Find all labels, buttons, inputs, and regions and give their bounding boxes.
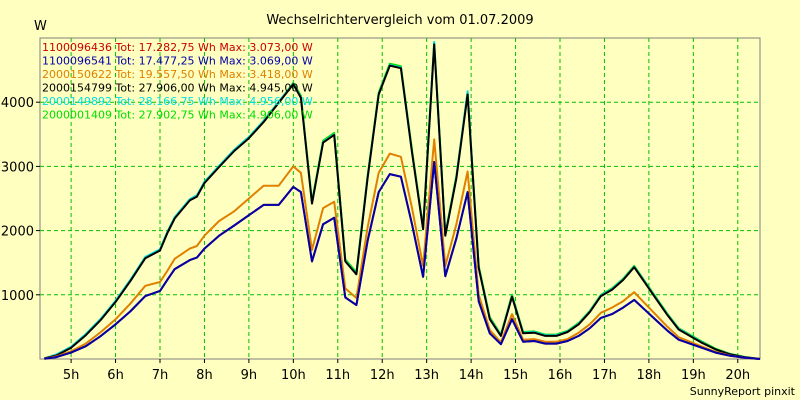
grid-lines [40, 38, 760, 359]
x-tick-label: 19h [681, 368, 706, 383]
x-tick-label: 13h [414, 368, 439, 383]
footer-credit: SunnyReport pinxit [690, 385, 796, 398]
x-axis-ticks: 5h 6h 7h 8h 9h 10h 11h 12h 13h 14h 15h 16h 17h 18h 19h… [63, 359, 750, 383]
legend-entry: 2000154799 Tot: 27.906,00 Wh Max: 4.945,… [42, 82, 313, 95]
series-line-1100096541 [44, 161, 761, 360]
series-line-2000150622 [44, 138, 761, 360]
x-tick-label: 9h [241, 368, 258, 383]
y-tick-label: 4000 [1, 96, 34, 111]
x-tick-label: 10h [281, 368, 306, 383]
series-line-1100096436 [44, 160, 761, 360]
x-tick-label: 8h [196, 368, 213, 383]
legend-entry: 2000001409 Tot: 27.902,75 Wh Max: 4.906,… [42, 109, 313, 122]
legend-entry: 1100096541 Tot: 17.477,25 Wh Max: 3.069,… [42, 55, 313, 68]
y-axis-unit-label: W [34, 19, 47, 34]
series-line-2000154799 [44, 43, 761, 360]
chart-title: Wechselrichtervergleich vom 01.07.2009 [266, 13, 533, 28]
legend-entry: 2000150622 Tot: 19.557,50 Wh Max: 3.418,… [42, 68, 313, 81]
x-tick-label: 5h [63, 368, 80, 383]
y-tick-label: 2000 [1, 225, 34, 240]
legend-entry: 1100096436 Tot: 17.282,75 Wh Max: 3.073,… [42, 41, 313, 54]
x-tick-label: 14h [459, 368, 484, 383]
x-tick-label: 11h [325, 368, 350, 383]
x-tick-label: 12h [370, 368, 395, 383]
x-tick-label: 6h [107, 368, 124, 383]
y-axis-ticks: 1000 2000 3000 4000 [1, 96, 40, 304]
plot-area-frame [39, 37, 761, 360]
x-tick-label: 20h [725, 368, 750, 383]
x-tick-label: 7h [152, 368, 169, 383]
legend: 1100096436 Tot: 17.282,75 Wh Max: 3.073,… [42, 41, 313, 122]
x-tick-label: 16h [548, 368, 573, 383]
y-tick-label: 3000 [1, 160, 34, 175]
legend-entry: 2000149892 Tot: 28.166,75 Wh Max: 4.956,… [42, 95, 313, 108]
x-tick-label: 17h [592, 368, 617, 383]
y-tick-label: 1000 [1, 289, 34, 304]
x-tick-label: 15h [503, 368, 528, 383]
x-tick-label: 18h [636, 368, 661, 383]
data-series [44, 40, 761, 360]
